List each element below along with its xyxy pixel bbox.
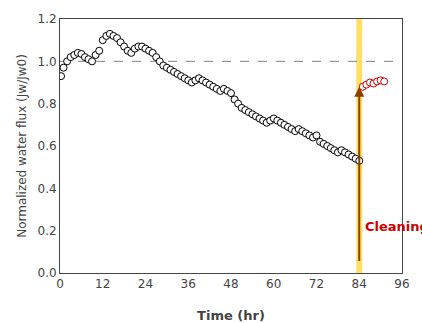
svg-text:1.0: 1.0 — [38, 55, 57, 69]
svg-text:36: 36 — [181, 277, 196, 291]
svg-text:0.4: 0.4 — [38, 182, 57, 196]
svg-text:60: 60 — [266, 277, 281, 291]
svg-text:Time (hr): Time (hr) — [197, 308, 265, 323]
svg-text:0.8: 0.8 — [38, 97, 57, 111]
svg-text:24: 24 — [138, 277, 153, 291]
svg-text:12: 12 — [95, 277, 110, 291]
svg-text:Cleaning: Cleaning — [365, 219, 422, 234]
svg-text:1.2: 1.2 — [38, 12, 57, 26]
svg-text:0: 0 — [56, 277, 64, 291]
svg-text:96: 96 — [394, 277, 409, 291]
svg-text:Normalized water flux (Jw/Jw0): Normalized water flux (Jw/Jw0) — [15, 54, 29, 238]
svg-text:48: 48 — [223, 277, 238, 291]
svg-text:84: 84 — [352, 277, 367, 291]
svg-text:0.2: 0.2 — [38, 224, 57, 238]
svg-text:0.0: 0.0 — [38, 266, 57, 280]
svg-text:72: 72 — [309, 277, 324, 291]
svg-text:0.6: 0.6 — [38, 139, 57, 153]
